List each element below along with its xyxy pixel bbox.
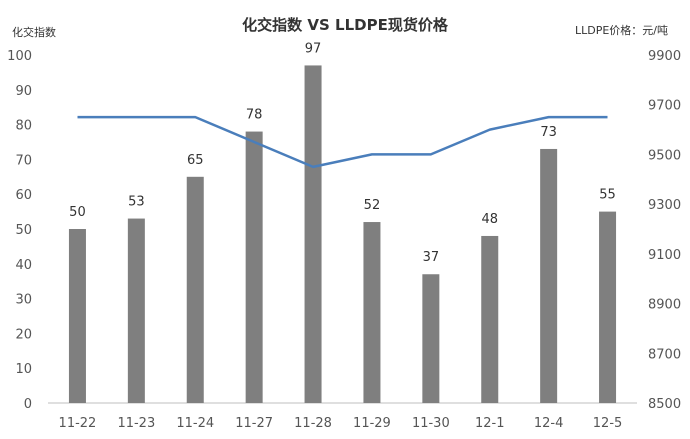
right-tick-label: 8900: [648, 298, 681, 313]
right-tick-label: 9100: [648, 248, 681, 263]
bar-value-label: 55: [599, 188, 616, 203]
left-tick-label: 50: [15, 223, 32, 238]
bar: [127, 218, 145, 403]
price-line: [77, 115, 608, 169]
bar: [186, 176, 204, 403]
x-tick-label: 11-23: [117, 416, 155, 431]
left-tick-label: 90: [15, 84, 32, 99]
x-tick-label: 11-22: [59, 416, 97, 431]
left-tick-label: 30: [15, 293, 32, 308]
x-tick-label: 11-30: [412, 416, 450, 431]
left-axis-ticks: 0 10 20 30 40 50 60 70 80 90 100: [7, 49, 32, 412]
x-tick-label: 11-24: [176, 416, 214, 431]
right-tick-label: 9500: [648, 148, 681, 163]
left-tick-label: 80: [15, 119, 32, 134]
x-tick-label: 11-27: [235, 416, 273, 431]
bar-value-label: 73: [540, 125, 557, 140]
x-tick-label: 12-1: [475, 416, 505, 431]
left-tick-label: 60: [15, 188, 32, 203]
bar-value-label: 78: [246, 108, 263, 123]
bar: [304, 65, 322, 403]
bar: [422, 274, 440, 403]
bar-value-label: 97: [305, 41, 322, 56]
bar: [481, 235, 499, 403]
left-tick-label: 20: [15, 327, 32, 342]
left-tick-label: 70: [15, 153, 32, 168]
bar-value-label: 53: [128, 195, 145, 210]
bar: [68, 229, 86, 403]
right-tick-label: 9300: [648, 198, 681, 213]
bar-value-label: 37: [423, 250, 440, 265]
right-axis-ticks: 8500 8700 8900 9100 9300 9500 9700 9900: [648, 49, 681, 412]
left-tick-label: 0: [24, 397, 32, 412]
left-tick-label: 10: [15, 362, 32, 377]
bar-value-label: 48: [481, 212, 498, 227]
left-tick-label: 100: [7, 49, 32, 64]
x-tick-label: 11-29: [353, 416, 391, 431]
right-tick-label: 9900: [648, 49, 681, 64]
right-tick-label: 8500: [648, 397, 681, 412]
bar-series: [68, 65, 617, 403]
x-axis-ticks: 11-22 11-23 11-24 11-27 11-28 11-29 11-30 12-1 1…: [59, 416, 623, 431]
x-tick-label: 12-5: [593, 416, 623, 431]
chart-title: 化交指数 VS LLDPE现货价格: [242, 16, 449, 34]
x-tick-label: 12-4: [534, 416, 564, 431]
right-tick-label: 9700: [648, 99, 681, 114]
bar: [363, 222, 381, 403]
left-tick-label: 40: [15, 258, 32, 273]
bar-data-labels: 50 53 65 78 97 52 37 48 73 55: [69, 41, 616, 265]
bar: [540, 148, 558, 403]
bar-value-label: 52: [364, 198, 381, 213]
right-tick-label: 8700: [648, 347, 681, 362]
bar: [599, 211, 617, 403]
right-axis-label: LLDPE价格：元/吨: [575, 23, 668, 37]
left-axis-label: 化交指数: [12, 25, 56, 39]
bar-value-label: 65: [187, 153, 204, 168]
x-tick-label: 11-28: [294, 416, 332, 431]
bar: [245, 131, 263, 403]
bar-value-label: 50: [69, 205, 86, 220]
